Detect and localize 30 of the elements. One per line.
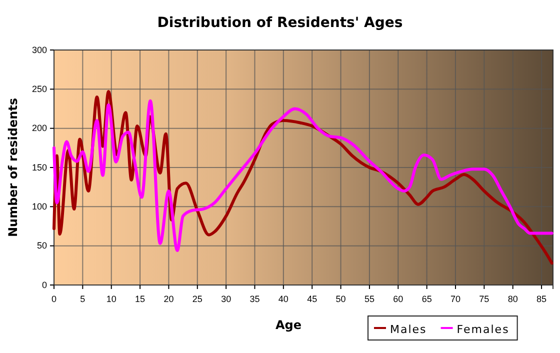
chart-title: Distribution of Residents' Ages xyxy=(157,15,403,31)
x-tick-label: 65 xyxy=(422,294,432,304)
x-tick-label: 45 xyxy=(307,294,318,304)
x-tick-label: 55 xyxy=(364,294,374,304)
x-axis-title: Age xyxy=(275,318,302,332)
legend-label: Males xyxy=(390,323,427,336)
y-tick-label: 100 xyxy=(32,202,47,212)
x-tick-label: 0 xyxy=(51,294,57,304)
y-tick-label: 50 xyxy=(36,240,47,251)
y-axis-title: Number of residents xyxy=(6,98,20,238)
x-tick-label: 40 xyxy=(278,294,288,304)
y-tick-label: 300 xyxy=(32,44,47,55)
x-tick-label: 70 xyxy=(450,294,460,304)
x-tick-label: 75 xyxy=(479,294,490,304)
y-tick-label: 0 xyxy=(42,280,47,290)
x-tick-label: 15 xyxy=(135,294,146,304)
x-tick-label: 10 xyxy=(106,294,116,304)
legend-label: Females xyxy=(456,323,510,336)
y-tick-label: 200 xyxy=(32,123,47,134)
x-tick-label: 60 xyxy=(393,294,404,304)
x-tick-label: 25 xyxy=(192,294,202,304)
x-tick-label: 30 xyxy=(221,294,232,304)
x-tick-label: 50 xyxy=(336,294,346,304)
x-tick-label: 85 xyxy=(536,294,547,304)
x-tick-label: 20 xyxy=(164,294,174,304)
y-tick-label: 250 xyxy=(32,84,47,94)
y-tick-label: 150 xyxy=(32,162,47,172)
x-tick-label: 5 xyxy=(80,294,86,304)
x-tick-label: 80 xyxy=(508,294,518,304)
x-tick-label: 35 xyxy=(250,294,260,304)
